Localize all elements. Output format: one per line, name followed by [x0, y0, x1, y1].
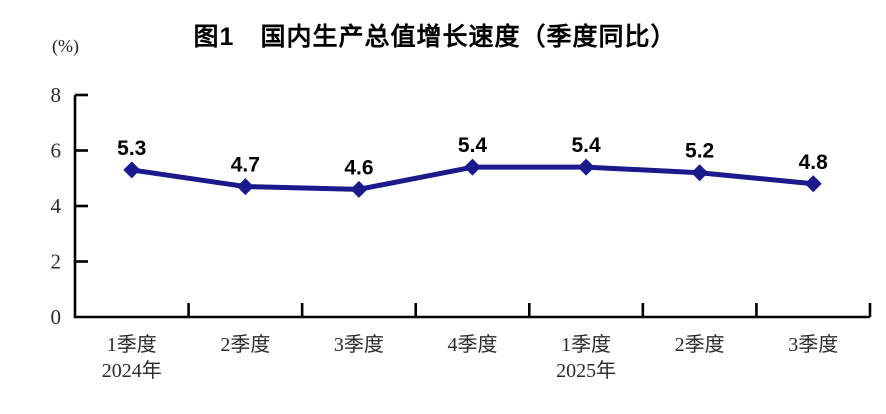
data-point-marker — [464, 158, 481, 176]
data-point-label: 5.4 — [458, 134, 488, 157]
x-axis-tick-label: 3季度 — [334, 333, 384, 356]
y-axis-unit-label: (%) — [52, 36, 79, 56]
y-axis-tick-label: 8 — [51, 83, 62, 107]
x-axis-tick-label: 2季度 — [675, 333, 725, 356]
data-point-label: 4.6 — [344, 156, 373, 179]
axis-lines — [73, 95, 870, 319]
x-axis-tick-label: 3季度 — [788, 333, 838, 356]
data-point-marker — [577, 158, 595, 176]
chart-title: 图1 国内生产总值增长速度（季度同比） — [193, 23, 677, 51]
x-axis-tick-label: 1季度 — [561, 333, 611, 356]
data-point-marker — [236, 178, 254, 196]
y-axis-tick-label: 2 — [51, 250, 62, 274]
data-point-label: 5.3 — [117, 137, 146, 160]
x-axis-year-label: 2025年 — [556, 359, 616, 382]
data-point-label: 4.7 — [231, 154, 260, 177]
data-point-marker — [350, 180, 368, 198]
data-point-label: 5.4 — [571, 134, 601, 157]
data-point-label: 4.8 — [799, 151, 829, 174]
y-axis-tick-label: 6 — [51, 139, 62, 163]
x-axis-tick-label: 2季度 — [220, 333, 270, 356]
x-axis-tick-label: 1季度 — [107, 333, 157, 356]
data-point-marker — [691, 164, 709, 182]
data-point-marker — [804, 175, 822, 193]
x-axis-year-label: 2024年 — [102, 359, 162, 382]
x-axis-tick-label: 4季度 — [448, 333, 498, 356]
y-axis-tick-label: 4 — [51, 194, 62, 218]
data-point-label: 5.2 — [685, 140, 714, 163]
data-point-marker — [123, 161, 141, 179]
y-axis-tick-label: 0 — [51, 305, 62, 329]
